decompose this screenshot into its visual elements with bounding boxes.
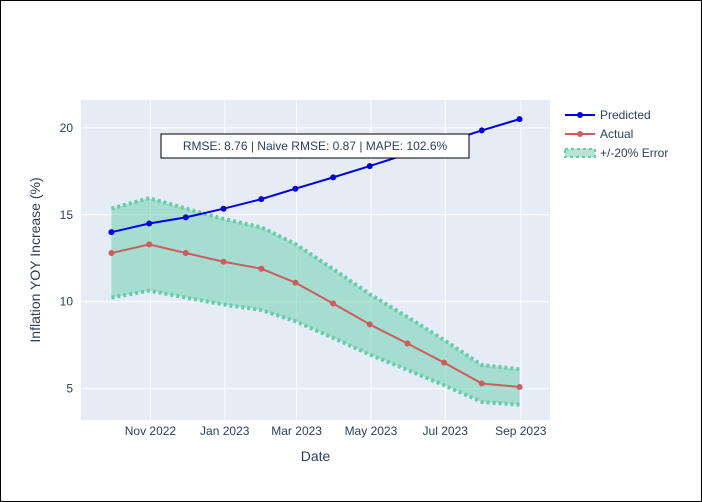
metrics-annotation: RMSE: 8.76 | Naive RMSE: 0.87 | MAPE: 10… — [160, 133, 470, 159]
error-band-fill — [111, 198, 520, 405]
actual-point — [441, 359, 448, 366]
predicted-point — [292, 185, 299, 192]
predicted-point — [220, 205, 227, 212]
predicted-point — [330, 174, 337, 181]
predicted-point — [258, 196, 265, 203]
annotation-text: RMSE: 8.76 | Naive RMSE: 0.87 | MAPE: 10… — [183, 139, 448, 153]
actual-point — [220, 258, 227, 265]
x-tick-label: Jan 2023 — [200, 424, 250, 438]
actual-point — [146, 241, 153, 248]
predicted-point — [108, 229, 115, 236]
y-tick-label: 5 — [66, 382, 73, 396]
actual-point — [478, 380, 485, 387]
actual-point — [366, 321, 373, 328]
x-tick-label: May 2023 — [345, 424, 398, 438]
actual-point — [258, 265, 265, 272]
error-band-lower — [111, 288, 520, 407]
legend: Predicted Actual +/-20% Error — [564, 108, 668, 160]
legend-swatch-marker — [577, 131, 583, 137]
actual-point — [292, 279, 299, 286]
legend-swatch-marker — [577, 112, 583, 118]
actual-point — [108, 250, 115, 257]
legend-label: +/-20% Error — [600, 146, 668, 160]
y-tick-label: 15 — [60, 208, 74, 222]
x-axis-title: Date — [301, 448, 331, 464]
actual-point — [516, 383, 523, 390]
x-axis-ticks: Nov 2022 Jan 2023 Mar 2023 May 2023 Jul 2023… — [125, 424, 547, 438]
predicted-point — [182, 214, 189, 221]
series-points — [108, 116, 523, 390]
actual-point — [404, 340, 411, 347]
actual-point — [330, 300, 337, 307]
predicted-point — [478, 127, 485, 134]
y-tick-label: 20 — [60, 121, 74, 135]
actual-point — [182, 250, 189, 257]
actual-line — [111, 243, 520, 388]
legend-label: Predicted — [600, 108, 651, 122]
legend-swatch-band — [564, 148, 596, 158]
y-axis-title: Inflation YOY Increase (%) — [27, 177, 43, 342]
error-band — [110, 196, 520, 407]
y-tick-label: 10 — [60, 295, 74, 309]
annotation-box — [160, 133, 470, 159]
x-tick-label: Mar 2023 — [271, 424, 322, 438]
x-tick-label: Sep 2023 — [495, 424, 547, 438]
predicted-point — [146, 220, 153, 227]
predicted-point — [516, 116, 523, 123]
y-axis-ticks: 5 10 15 20 — [60, 121, 74, 396]
legend-label: Actual — [600, 127, 633, 141]
x-tick-label: Nov 2022 — [125, 424, 177, 438]
predicted-point — [366, 163, 373, 170]
x-tick-label: Jul 2023 — [423, 424, 469, 438]
